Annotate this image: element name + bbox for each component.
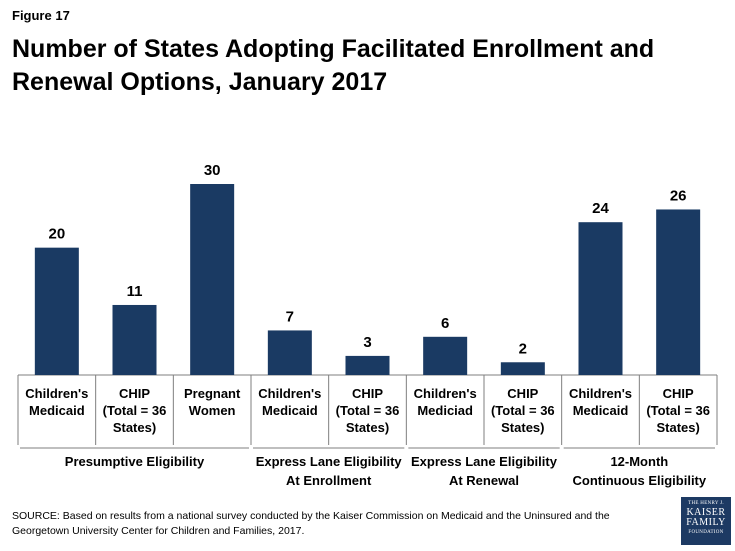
logo-line-3: FAMILY <box>686 517 726 528</box>
data-label: 24 <box>592 200 609 217</box>
data-label: 20 <box>48 226 65 243</box>
group-label: 12-Month Continuous Eligibility <box>573 454 707 488</box>
category-label: Children's Medicaid <box>569 386 632 418</box>
data-label: 26 <box>670 187 687 204</box>
category-label: Pregnant Women <box>184 386 241 418</box>
category-label: CHIP (Total = 36 States) <box>103 386 167 435</box>
bar <box>34 247 79 375</box>
category-label: Children's Medicaid <box>258 386 321 418</box>
data-label: 11 <box>127 283 143 300</box>
bar <box>423 336 468 375</box>
chart-title: Number of States Adopting Facilitated En… <box>12 35 655 96</box>
data-label: 7 <box>286 308 294 325</box>
bar <box>345 355 390 375</box>
data-label: 30 <box>204 162 221 179</box>
category-label: CHIP (Total = 36 States) <box>336 386 400 435</box>
group-label: Express Lane Eligibility At Enrollment <box>256 454 403 488</box>
bar <box>267 330 312 375</box>
figure-label: Figure 17 <box>12 8 70 23</box>
group-label: Express Lane Eligibility At Renewal <box>411 454 558 488</box>
logo-line-1: THE HENRY J. <box>688 501 724 506</box>
group-label: Presumptive Eligibility <box>65 454 205 469</box>
bar <box>112 304 157 375</box>
bar <box>578 222 623 375</box>
bar <box>656 209 701 375</box>
source-note: SOURCE: Based on results from a national… <box>12 510 610 537</box>
category-label: CHIP (Total = 36 States) <box>646 386 710 435</box>
category-label: Children's Mediciad <box>414 386 477 418</box>
logo-line-4: FOUNDATION <box>688 530 724 535</box>
category-label: CHIP (Total = 36 States) <box>491 386 555 435</box>
bar <box>190 184 235 375</box>
data-label: 3 <box>363 334 371 351</box>
bar <box>500 362 545 375</box>
category-label: Children's Medicaid <box>25 386 88 418</box>
logo-line-2: KAISER <box>686 507 726 518</box>
kff-logo: THE HENRY J. KAISER FAMILY FOUNDATION <box>681 497 731 545</box>
data-label: 6 <box>441 315 449 332</box>
data-label: 2 <box>519 340 527 357</box>
